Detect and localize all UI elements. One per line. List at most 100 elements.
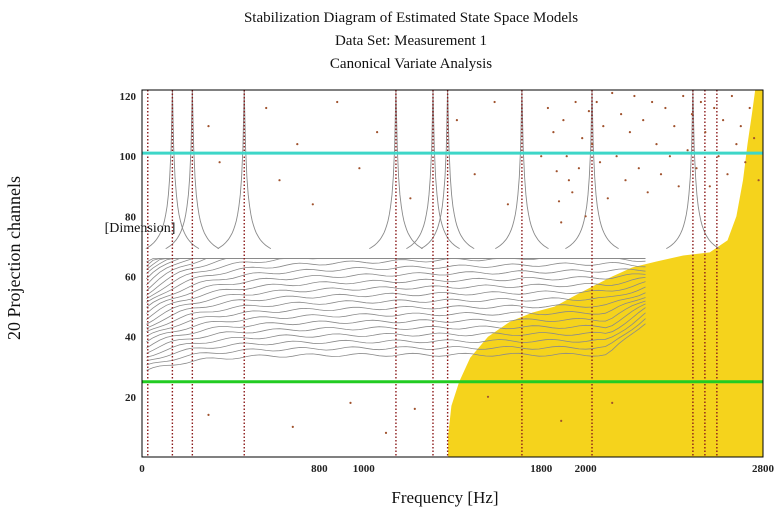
spurious-pole bbox=[207, 125, 210, 128]
spurious-pole bbox=[455, 119, 458, 122]
spurious-pole bbox=[633, 94, 636, 98]
trajectory bbox=[146, 297, 646, 343]
spurious-pole bbox=[595, 100, 598, 104]
spurious-pole bbox=[577, 167, 581, 170]
spurious-pole bbox=[555, 170, 558, 173]
spurious-pole bbox=[598, 161, 602, 164]
spurious-pole bbox=[744, 161, 747, 164]
spurious-pole bbox=[571, 191, 574, 194]
spurious-pole bbox=[493, 100, 496, 104]
spurious-pole bbox=[730, 94, 734, 98]
spurious-pole bbox=[606, 197, 609, 200]
chart-title: Stabilization Diagram of Estimated State… bbox=[244, 10, 578, 72]
x-tick-label: 2000 bbox=[575, 463, 598, 475]
x-axis-ticks: 0 800 1000 1800 2000 2800 bbox=[139, 463, 774, 475]
y-tick-label: 100 bbox=[120, 151, 137, 163]
spurious-pole bbox=[311, 203, 314, 206]
unstable-region bbox=[448, 90, 763, 457]
spurious-pole bbox=[682, 94, 685, 98]
spurious-pole bbox=[726, 173, 729, 176]
y-tick-label: 40 bbox=[125, 332, 137, 344]
spurious-pole bbox=[748, 106, 751, 110]
spurious-pole bbox=[690, 113, 694, 116]
spurious-pole bbox=[757, 179, 760, 182]
spurious-pole bbox=[540, 155, 543, 158]
spurious-pole bbox=[207, 413, 210, 416]
spurious-pole bbox=[358, 167, 361, 170]
x-tick-label: 2800 bbox=[752, 463, 775, 475]
spurious-pole bbox=[557, 200, 561, 203]
spurious-pole bbox=[664, 106, 667, 110]
title-line-3: Canonical Variate Analysis bbox=[330, 56, 492, 72]
y-tick-label: 60 bbox=[125, 272, 137, 284]
spurious-pole bbox=[506, 203, 509, 206]
trajectory bbox=[146, 323, 646, 371]
spurious-pole bbox=[265, 106, 268, 110]
spurious-pole bbox=[413, 407, 416, 410]
spurious-pole bbox=[567, 179, 571, 182]
spurious-pole bbox=[336, 100, 339, 104]
spurious-pole bbox=[296, 143, 299, 146]
spurious-pole bbox=[686, 149, 689, 152]
x-tick-label: 1800 bbox=[530, 463, 553, 475]
spurious-pole bbox=[624, 179, 627, 182]
x-tick-label: 800 bbox=[311, 463, 328, 475]
spurious-pole bbox=[562, 119, 565, 122]
spurious-pole bbox=[655, 143, 658, 146]
trajectory bbox=[146, 312, 646, 362]
spurious-pole bbox=[713, 106, 716, 110]
spurious-pole bbox=[409, 197, 412, 200]
spurious-pole bbox=[708, 185, 711, 188]
title-line-1: Stabilization Diagram of Estimated State… bbox=[244, 10, 578, 26]
spurious-pole bbox=[615, 155, 618, 158]
trajectory bbox=[146, 261, 646, 308]
spurious-poles bbox=[207, 91, 760, 434]
spurious-pole bbox=[699, 100, 703, 104]
spurious-pole bbox=[659, 173, 663, 176]
projection-channels-label: 20 Projection channels bbox=[4, 176, 24, 340]
spurious-pole bbox=[739, 125, 742, 128]
spurious-pole bbox=[565, 155, 568, 158]
spurious-pole bbox=[384, 431, 388, 434]
spurious-pole bbox=[546, 106, 550, 110]
stable-pole-columns bbox=[147, 90, 718, 457]
spurious-pole bbox=[376, 131, 379, 134]
plot-frame bbox=[141, 89, 764, 458]
spurious-pole bbox=[552, 131, 555, 134]
spurious-pole bbox=[473, 173, 476, 176]
spurious-pole bbox=[704, 131, 707, 134]
y-axis-ticks: 20 40 60 80 100 120 bbox=[120, 91, 137, 404]
x-axis-label: Frequency [Hz] bbox=[391, 488, 498, 507]
trajectory bbox=[146, 300, 646, 349]
spurious-pole bbox=[291, 425, 294, 428]
spurious-pole bbox=[587, 110, 591, 113]
y-tick-label: 80 bbox=[125, 211, 137, 223]
y-axis-label: [Dimension] bbox=[105, 221, 176, 236]
spurious-pole bbox=[695, 167, 698, 170]
spurious-pole bbox=[560, 221, 563, 224]
spurious-pole bbox=[637, 167, 640, 170]
spurious-pole bbox=[611, 91, 614, 95]
spurious-pole bbox=[673, 125, 676, 128]
spurious-pole bbox=[574, 100, 577, 104]
spurious-pole bbox=[611, 401, 614, 404]
y-tick-label: 120 bbox=[120, 91, 137, 103]
spurious-pole bbox=[668, 155, 672, 158]
spurious-pole bbox=[278, 179, 281, 182]
spurious-pole bbox=[717, 155, 720, 158]
spurious-pole bbox=[591, 143, 594, 146]
trajectory bbox=[146, 307, 646, 358]
x-tick-label: 1000 bbox=[353, 463, 376, 475]
spurious-pole bbox=[677, 185, 680, 188]
spurious-pole bbox=[753, 137, 756, 140]
spurious-pole bbox=[581, 137, 584, 140]
spurious-pole bbox=[651, 100, 654, 104]
title-line-2: Data Set: Measurement 1 bbox=[335, 33, 487, 49]
spurious-pole bbox=[620, 113, 623, 116]
spurious-pole bbox=[642, 119, 645, 122]
spurious-pole bbox=[628, 131, 632, 134]
y-tick-label: 20 bbox=[125, 392, 137, 404]
spurious-pole bbox=[646, 191, 649, 194]
trajectory bbox=[146, 318, 646, 366]
